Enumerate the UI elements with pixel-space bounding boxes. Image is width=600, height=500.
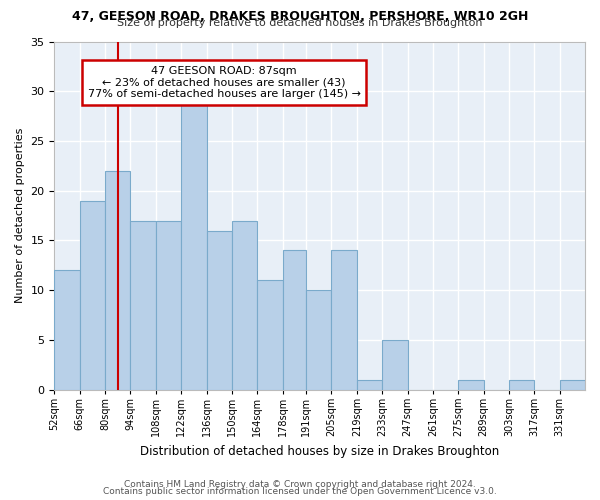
Y-axis label: Number of detached properties: Number of detached properties [15,128,25,304]
Text: 47, GEESON ROAD, DRAKES BROUGHTON, PERSHORE, WR10 2GH: 47, GEESON ROAD, DRAKES BROUGHTON, PERSH… [72,10,528,23]
Bar [331,250,357,390]
Bar [130,220,156,390]
Bar [105,171,130,390]
Bar [55,270,80,390]
Bar [283,250,306,390]
Text: Size of property relative to detached houses in Drakes Broughton: Size of property relative to detached ho… [117,18,483,28]
Text: Contains public sector information licensed under the Open Government Licence v3: Contains public sector information licen… [103,487,497,496]
Bar [232,220,257,390]
Bar [206,230,232,390]
Bar [306,290,331,390]
Text: Contains HM Land Registry data © Crown copyright and database right 2024.: Contains HM Land Registry data © Crown c… [124,480,476,489]
Bar [458,380,484,390]
Bar [257,280,283,390]
Text: 47 GEESON ROAD: 87sqm
← 23% of detached houses are smaller (43)
77% of semi-deta: 47 GEESON ROAD: 87sqm ← 23% of detached … [88,66,361,99]
Bar [80,200,105,390]
Bar [382,340,407,390]
Bar [560,380,585,390]
Bar [509,380,534,390]
Bar [156,220,181,390]
X-axis label: Distribution of detached houses by size in Drakes Broughton: Distribution of detached houses by size … [140,444,499,458]
Bar [357,380,382,390]
Bar [181,101,206,390]
